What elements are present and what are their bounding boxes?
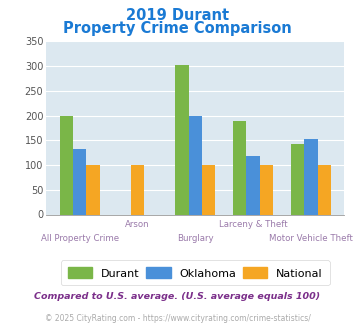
Text: Arson: Arson bbox=[125, 220, 150, 229]
Text: 2019 Durant: 2019 Durant bbox=[126, 8, 229, 23]
Text: Motor Vehicle Theft: Motor Vehicle Theft bbox=[269, 234, 353, 243]
Text: Larceny & Theft: Larceny & Theft bbox=[219, 220, 287, 229]
Legend: Durant, Oklahoma, National: Durant, Oklahoma, National bbox=[61, 260, 330, 285]
Text: Burglary: Burglary bbox=[177, 234, 214, 243]
Text: Compared to U.S. average. (U.S. average equals 100): Compared to U.S. average. (U.S. average … bbox=[34, 292, 321, 301]
Bar bbox=[189, 116, 202, 214]
Bar bbox=[131, 165, 144, 214]
Bar bbox=[291, 144, 304, 214]
Bar bbox=[60, 115, 73, 214]
Bar bbox=[73, 148, 86, 214]
Bar bbox=[233, 121, 246, 214]
Bar bbox=[304, 139, 317, 214]
Bar bbox=[86, 165, 100, 214]
Bar bbox=[260, 165, 273, 214]
Text: Property Crime Comparison: Property Crime Comparison bbox=[63, 21, 292, 36]
Text: All Property Crime: All Property Crime bbox=[40, 234, 119, 243]
Bar bbox=[317, 165, 331, 214]
Bar bbox=[175, 65, 189, 214]
Bar bbox=[246, 156, 260, 215]
Text: © 2025 CityRating.com - https://www.cityrating.com/crime-statistics/: © 2025 CityRating.com - https://www.city… bbox=[45, 314, 310, 323]
Bar bbox=[202, 165, 215, 214]
